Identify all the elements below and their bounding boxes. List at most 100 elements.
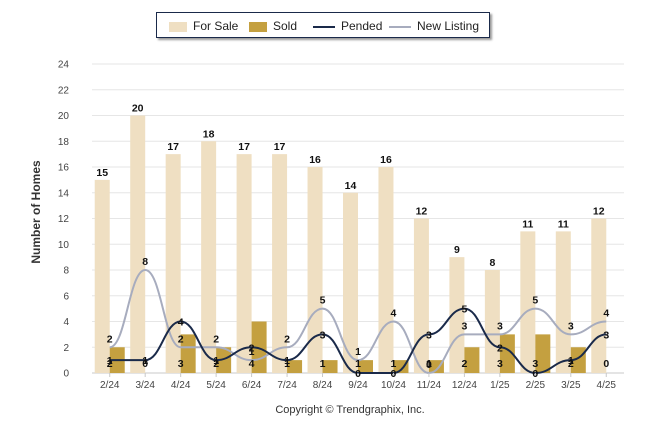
legend-item-sold[interactable]: Sold [249,19,297,33]
pended-data-label: 0 [391,368,397,380]
new-listing-data-label: 2 [107,333,113,345]
for-sale-data-label: 17 [238,141,250,153]
x-tick-label: 1/25 [490,380,510,391]
x-tick-labels: 2/24 3/24 4/24 5/24 6/24 7/24 8/24 9/24 10/24 11/… [100,373,616,391]
for-sale-data-label: 15 [96,167,108,179]
y-tick-label: 10 [58,240,70,251]
sold-data-label: 2 [461,358,467,370]
sold-bar [499,334,515,373]
x-tick-label: 3/24 [135,380,155,391]
sold-data-label: 3 [532,358,538,370]
sold-data-label: 1 [320,358,326,370]
x-tick-label: 2/24 [100,380,120,391]
x-tick-label: 6/24 [242,380,262,391]
sold-data-label: 1 [426,358,432,370]
pended-data-label: 1 [568,355,574,367]
new-listing-data-label: 4 [391,308,397,320]
x-tick-label: 4/24 [171,380,191,391]
sold-data-label: 0 [603,358,609,370]
for-sale-bar [555,231,571,373]
y-tick-label: 8 [63,266,69,277]
x-tick-label: 5/24 [206,380,226,391]
for-sale-bar [449,257,465,373]
for-sale-data-label: 20 [132,103,144,115]
pended-data-label: 3 [426,329,432,341]
for-sale-bar [236,154,252,373]
new-listing-data-label: 2 [284,333,290,345]
legend-item-new-listing[interactable]: New Listing [389,19,479,33]
for-sale-data-label: 17 [274,141,286,153]
for-sale-bar [130,115,146,373]
for-sale-data-label: 11 [558,218,569,230]
y-tick-label: 22 [58,85,70,96]
x-tick-label: 12/24 [452,380,477,391]
for-sale-data-label: 16 [380,154,392,166]
pended-data-label: 4 [178,317,184,329]
sold-data-label: 1 [284,358,290,370]
new-listing-data-label: 5 [320,295,326,307]
for-sale-bar [520,231,536,373]
new-listing-data-label: 3 [497,320,503,332]
sold-data-label: 3 [497,358,503,370]
y-tick-label: 20 [58,111,70,122]
sold-bars [109,321,586,373]
new-listing-data-label: 8 [142,256,148,268]
legend-item-for-sale[interactable]: For Sale [169,19,238,33]
series-lines [109,268,607,375]
pended-data-label: 3 [603,329,609,341]
pended-data-label: 5 [461,304,467,316]
pended-data-label: 1 [142,355,148,367]
y-tick-label: 14 [58,188,70,199]
y-tick-label: 4 [63,317,69,328]
for-sale-bar [307,167,323,373]
new-listing-data-label: 3 [461,320,467,332]
y-tick-label: 12 [58,214,70,225]
pended-data-label: 0 [532,368,538,380]
new-listing-data-label: 5 [532,295,538,307]
pended-data-label: 2 [497,342,503,354]
new-listing-data-label: 3 [568,320,574,332]
sold-bar [535,334,551,373]
for-sale-data-label: 8 [489,257,495,269]
legend-item-pended[interactable]: Pended [313,19,382,33]
for-sale-bars [94,115,607,373]
for-sale-data-label: 12 [416,206,428,218]
pended-data-label: 1 [107,355,113,367]
for-sale-bar [378,167,394,373]
for-sale-data-label: 17 [167,141,179,153]
for-sale-data-label: 18 [203,128,215,140]
new-listing-data-label: 4 [603,308,609,320]
new-listing-data-label: 1 [355,346,361,358]
sold-data-label: 2 [107,358,113,370]
x-tick-label: 11/24 [417,380,442,391]
new-listing-data-label: 2 [178,333,184,345]
pended-data-label: 0 [355,368,361,380]
sold-bar [358,360,373,373]
sold-data-label: 1 [355,358,361,370]
for-sale-data-label: 12 [593,206,605,218]
new-listing-data-label: 0 [426,359,432,371]
sold-bar [393,360,409,373]
pended-data-label: 1 [284,355,290,367]
x-tick-label: 3/25 [561,380,581,391]
legend: For Sale Sold Pended New Listing [156,12,490,38]
pended-data-label: 1 [213,355,219,367]
sold-data-label: 0 [142,358,148,370]
for-sale-bar [413,218,429,373]
y-tick-label: 2 [63,343,69,354]
y-tick-label: 24 [58,60,70,71]
for-sale-bar [343,192,358,373]
new-listing-line [109,268,607,375]
sold-bar [428,360,444,373]
sold-bar [216,347,232,373]
legend-label-for-sale: For Sale [193,19,239,33]
y-tick-label: 16 [58,163,70,174]
sold-bar [180,334,196,373]
pended-data-label: 2 [249,342,255,354]
y-tick-label: 6 [63,291,69,302]
for-sale-swatch [169,21,187,32]
for-sale-data-label: 9 [454,244,460,256]
pended-swatch [313,25,335,28]
